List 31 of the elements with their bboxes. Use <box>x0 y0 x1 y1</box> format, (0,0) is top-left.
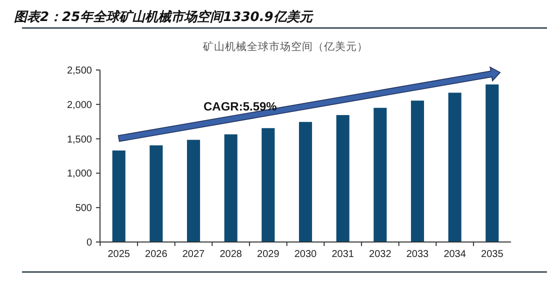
bar <box>186 140 200 242</box>
bar <box>336 115 350 242</box>
bar <box>486 84 499 242</box>
annotation: CAGR:5.59% <box>204 99 278 114</box>
x-tick-label: 2027 <box>182 249 206 260</box>
bar <box>448 92 462 242</box>
x-tick-label: 2029 <box>257 249 280 260</box>
y-tick-label: 1,000 <box>66 168 92 180</box>
x-tick-label: 2032 <box>369 249 392 260</box>
bar <box>298 122 312 242</box>
chart-subtitle: 矿山机械全球市场空间（亿美元） <box>202 40 368 53</box>
bar <box>150 145 163 242</box>
x-tick-label: 2031 <box>332 249 354 260</box>
bar <box>374 108 387 242</box>
x-tick-label: 2026 <box>145 249 168 260</box>
x-tick-label: 2034 <box>444 249 466 260</box>
x-tick-label: 2033 <box>406 249 430 260</box>
y-tick-label: 2,000 <box>66 100 92 111</box>
bar <box>262 128 275 242</box>
bar <box>112 150 126 242</box>
y-tick-label: 500 <box>75 203 92 214</box>
y-tick-label: 0 <box>86 238 92 248</box>
chart-title: 图表2：25年全球矿山机械市场空间1330.9亿美元 <box>14 9 314 25</box>
bar <box>224 134 238 242</box>
x-tick-label: 2035 <box>481 249 504 260</box>
y-tick-label: 2,500 <box>66 66 92 76</box>
bar <box>410 100 424 242</box>
x-tick-label: 2025 <box>108 249 130 260</box>
y-tick-label: 1,500 <box>66 134 92 146</box>
x-tick-label: 2028 <box>220 249 242 260</box>
x-tick-label: 2030 <box>294 249 318 260</box>
